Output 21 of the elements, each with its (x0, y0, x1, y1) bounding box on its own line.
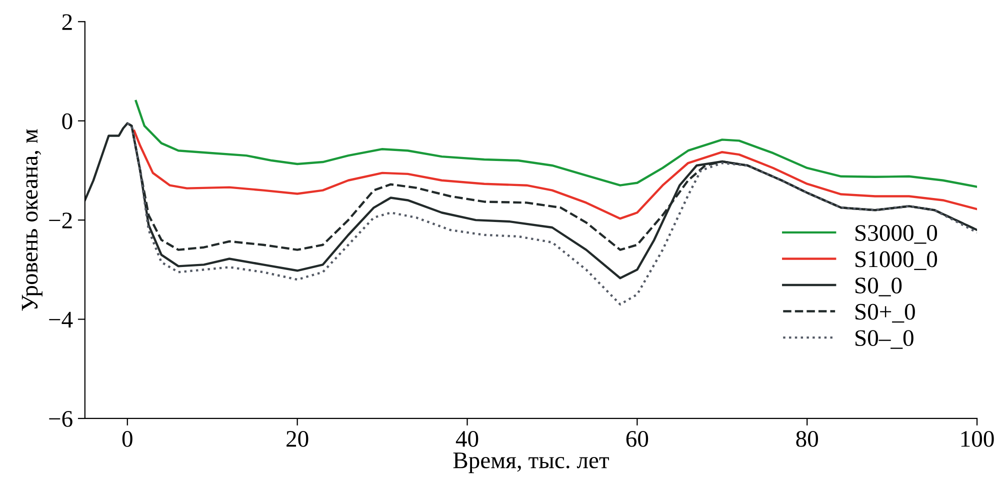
x-tick-label: 60 (626, 430, 648, 447)
y-tick-label: 2 (62, 14, 72, 30)
y-tick-label: 0 (62, 113, 72, 130)
y-tick-label: −2 (49, 212, 72, 228)
legend-label: S0+_0 (856, 304, 915, 323)
line-series (126, 122, 978, 306)
x-axis-title: Время, тыс. лет (453, 452, 609, 474)
legend-label: S3000_0 (856, 225, 938, 244)
legend-label: S1000_0 (856, 251, 938, 270)
line-series (134, 100, 978, 188)
y-tick-label: −6 (49, 411, 72, 427)
x-tick-label: 100 (961, 430, 994, 447)
legend-label: S0–_0 (856, 330, 914, 349)
x-tick-label: 0 (122, 430, 132, 447)
x-tick-label: 20 (286, 430, 308, 447)
y-tick-label: −4 (49, 312, 73, 328)
legend-label: S0_0 (856, 278, 902, 296)
line-series (133, 130, 978, 220)
x-tick-label: 40 (456, 430, 478, 447)
x-tick-label: 80 (796, 430, 818, 447)
y-axis-title: Уровень океана, м (22, 129, 42, 311)
